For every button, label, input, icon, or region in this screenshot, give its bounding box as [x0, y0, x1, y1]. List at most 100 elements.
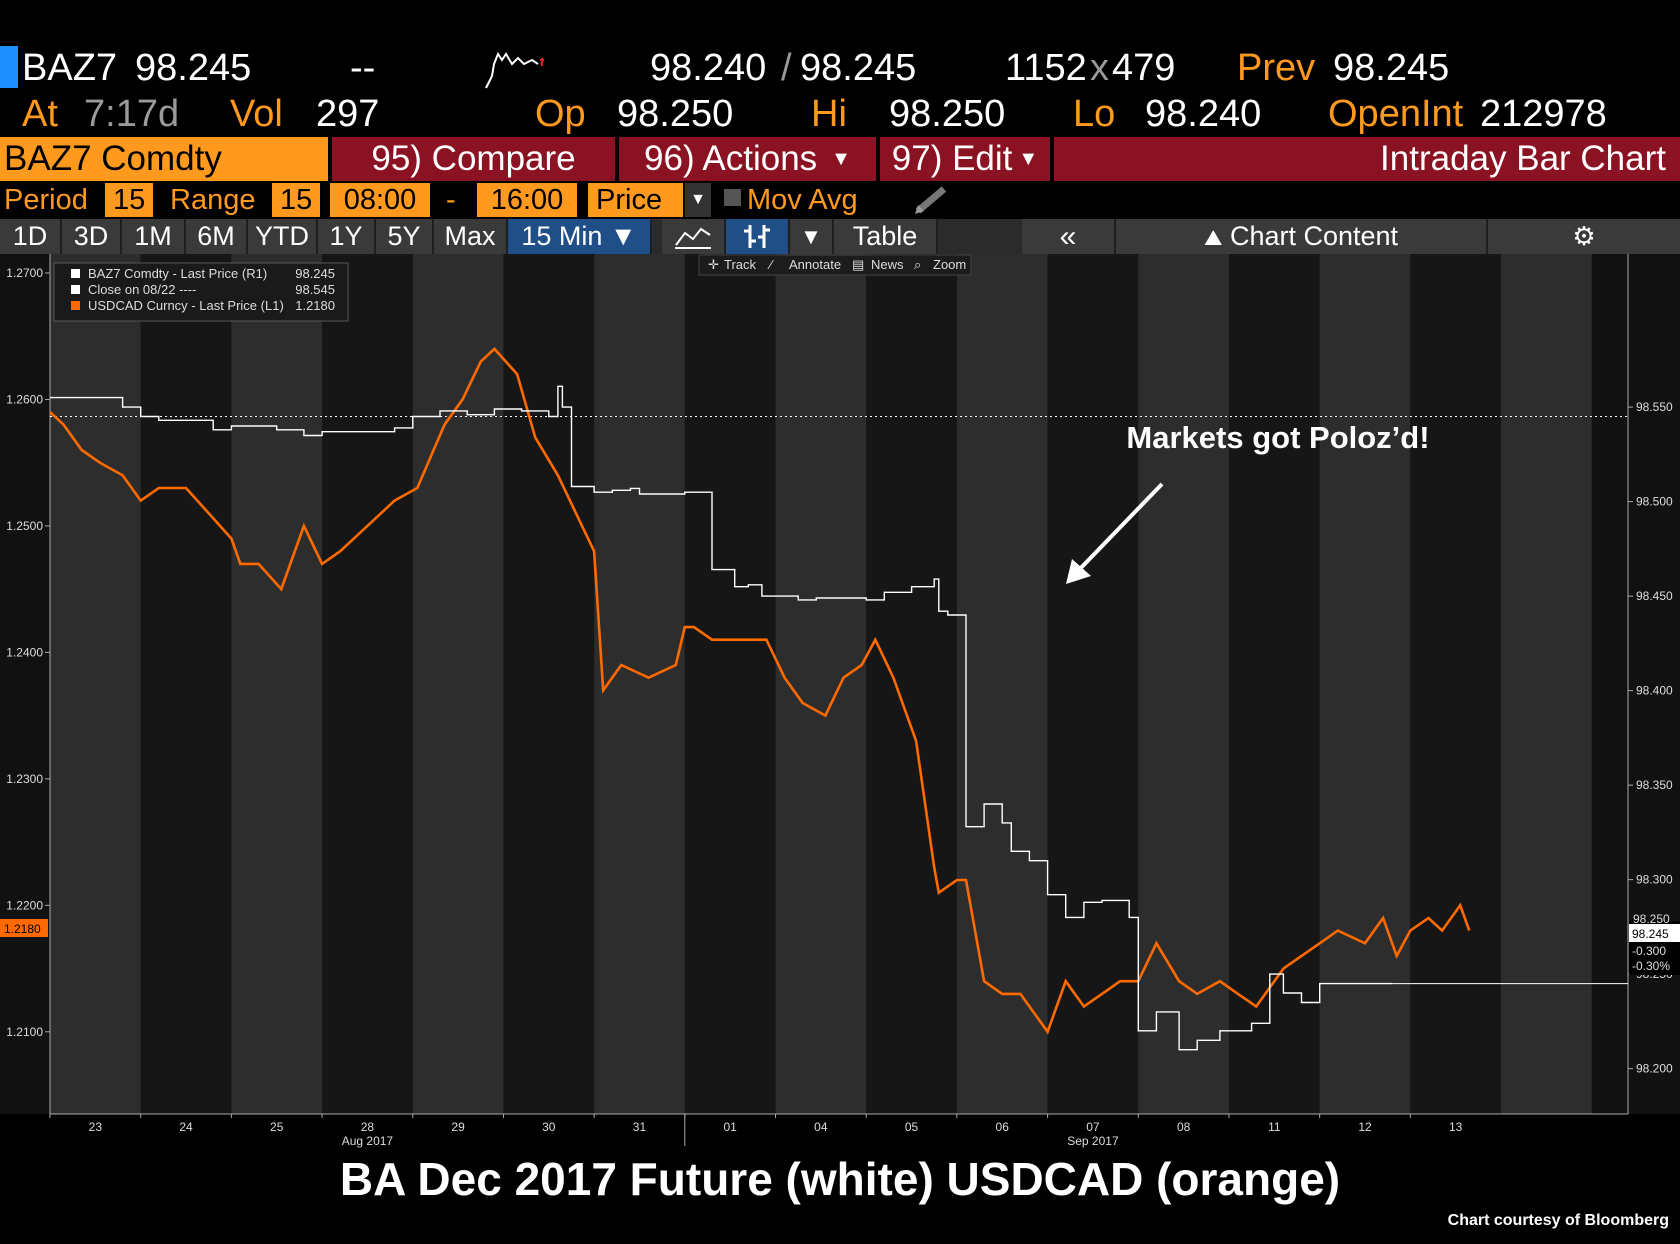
- day-band: [1410, 254, 1502, 1114]
- left-tick-label: 1.2300: [6, 772, 43, 786]
- function-title-label: Intraday Bar Chart: [1380, 139, 1666, 178]
- open-label: Op: [535, 93, 586, 135]
- right-tick-label: 98.350: [1636, 778, 1673, 792]
- left-tick-label: 1.2400: [6, 645, 43, 659]
- legend-label-baz7: BAZ7 Comdty - Last Price (R1): [88, 266, 267, 281]
- left-tick-label: 1.2600: [6, 392, 43, 406]
- right-tick-label: 98.550: [1636, 400, 1673, 414]
- low-value: 98.240: [1145, 93, 1262, 135]
- tab-1y[interactable]: 1Y: [318, 219, 376, 254]
- news-icon: ▤: [852, 257, 864, 272]
- chart-toolbar: ✛ Track ⁄ Annotate ▤ News ⌕ Zoom: [698, 254, 972, 276]
- x-tick-label: 31: [633, 1120, 647, 1134]
- interval-select[interactable]: 15 Min ▼: [508, 219, 652, 254]
- track-label: Track: [724, 257, 757, 272]
- tab-1d[interactable]: 1D: [0, 219, 62, 254]
- prev-label: Prev: [1237, 47, 1316, 89]
- x-tick-label: 13: [1449, 1120, 1463, 1134]
- tab-ytd[interactable]: YTD: [248, 219, 318, 254]
- open-value: 98.250: [617, 93, 734, 135]
- size-separator: x: [1090, 47, 1109, 89]
- left-tick-label: 1.2200: [6, 898, 43, 912]
- chart-content-button[interactable]: ⛰ Chart Content: [1116, 219, 1488, 254]
- x-tick-label: 28: [361, 1120, 375, 1134]
- left-tick-label: 1.2700: [6, 266, 43, 280]
- settings-row: Period 15 Range 15 08:00 - 16:00 Price ▼…: [0, 181, 1680, 219]
- baz7-pct-change: -0.30%: [1632, 959, 1670, 973]
- bar-chart-button[interactable]: [726, 219, 790, 254]
- track-tool[interactable]: ✛ Track: [708, 257, 757, 272]
- news-tool[interactable]: ▤ News: [852, 257, 904, 272]
- low-label: Lo: [1073, 93, 1116, 135]
- at-label: At: [22, 93, 58, 135]
- edit-menu[interactable]: 97) Edit ▼: [880, 137, 1050, 181]
- table-button[interactable]: Table: [834, 219, 938, 254]
- legend-value-usdcad: 1.2180: [295, 298, 335, 313]
- period-input[interactable]: 15: [105, 183, 154, 217]
- day-band: [412, 254, 504, 1114]
- legend-label-usdcad: USDCAD Curncy - Last Price (L1): [88, 298, 284, 313]
- tab-3d[interactable]: 3D: [62, 219, 122, 254]
- net-change: --: [350, 47, 376, 89]
- legend-value-close: 98.545: [295, 282, 335, 297]
- tab-max[interactable]: Max: [434, 219, 508, 254]
- pencil-icon[interactable]: [914, 185, 950, 215]
- ask-price: 98.245: [800, 47, 917, 89]
- chevron-down-icon[interactable]: ▼: [685, 183, 711, 217]
- legend-label-close: Close on 08/22 ----: [88, 282, 196, 297]
- chart-area[interactable]: 1.2700 1.2600 1.2500 1.2400 1.2300 1.2200 1.21…: [0, 254, 1680, 1154]
- actions-menu[interactable]: 96) Actions ▼: [619, 137, 876, 181]
- x-tick-label: 23: [89, 1120, 103, 1134]
- high-value: 98.250: [889, 93, 1006, 135]
- left-tick-label: 1.2500: [6, 519, 43, 533]
- chart-content-icon: ⛰: [1203, 225, 1223, 250]
- x-tick-label: 07: [1086, 1120, 1100, 1134]
- time-range-dash: -: [446, 184, 456, 216]
- x-axis: 23 24 25 28 29 30 31 01 04 05 06 07 08 11 12 13 Aug 2017…: [49, 1114, 1463, 1148]
- high-label: Hi: [811, 93, 847, 135]
- start-time-input[interactable]: 08:00: [330, 183, 430, 217]
- vol-label: Vol: [230, 93, 283, 135]
- x-tick-label: 04: [814, 1120, 828, 1134]
- settings-button[interactable]: ⚙: [1488, 219, 1680, 254]
- field-select[interactable]: Price: [588, 183, 683, 217]
- right-tick-label: 98.500: [1636, 495, 1673, 509]
- month-label-sep: Sep 2017: [1067, 1134, 1119, 1148]
- line-chart-icon: [675, 227, 711, 249]
- tab-1m[interactable]: 1M: [122, 219, 186, 254]
- chevron-down-icon: ▼: [1018, 147, 1039, 170]
- tab-6m[interactable]: 6M: [186, 219, 248, 254]
- end-time-input[interactable]: 16:00: [477, 183, 577, 217]
- day-band: [866, 254, 957, 1114]
- day-band: [503, 254, 595, 1114]
- security-field[interactable]: BAZ7 Comdty: [0, 137, 328, 181]
- legend-value-baz7: 98.245: [295, 266, 335, 281]
- x-tick-label: 01: [723, 1120, 737, 1134]
- annotate-tool[interactable]: ⁄ Annotate: [767, 257, 841, 272]
- line-chart-button[interactable]: [662, 219, 726, 254]
- right-tick-label: 98.450: [1636, 589, 1673, 603]
- annotate-icon: ⁄: [767, 257, 774, 272]
- collapse-button[interactable]: «: [1022, 219, 1116, 254]
- x-tick-label: 05: [905, 1120, 919, 1134]
- compare-button[interactable]: 95) Compare: [332, 137, 615, 181]
- last-price: 98.245: [135, 47, 252, 89]
- prev-value: 98.245: [1333, 47, 1450, 89]
- day-band: [956, 254, 1048, 1114]
- range-input[interactable]: 15: [272, 183, 321, 217]
- openint-label: OpenInt: [1328, 93, 1464, 135]
- annotation-text: Markets got Poloz’d!: [1126, 420, 1429, 455]
- crosshair-icon: ✛: [708, 257, 719, 272]
- zoom-tool[interactable]: ⌕ Zoom: [914, 257, 966, 272]
- openint-value: 212978: [1480, 93, 1607, 135]
- chart-type-dropdown[interactable]: ▼: [790, 219, 834, 254]
- day-band: [231, 254, 323, 1114]
- sparkline-icon: [485, 51, 544, 89]
- annotate-label: Annotate: [789, 257, 841, 272]
- month-label-aug: Aug 2017: [342, 1134, 394, 1148]
- mov-avg-checkbox[interactable]: [724, 189, 741, 206]
- tab-5y[interactable]: 5Y: [376, 219, 434, 254]
- legend-swatch-baz7: [71, 269, 80, 278]
- ticker: BAZ7: [22, 47, 118, 89]
- right-tick-label: 98.300: [1636, 873, 1673, 887]
